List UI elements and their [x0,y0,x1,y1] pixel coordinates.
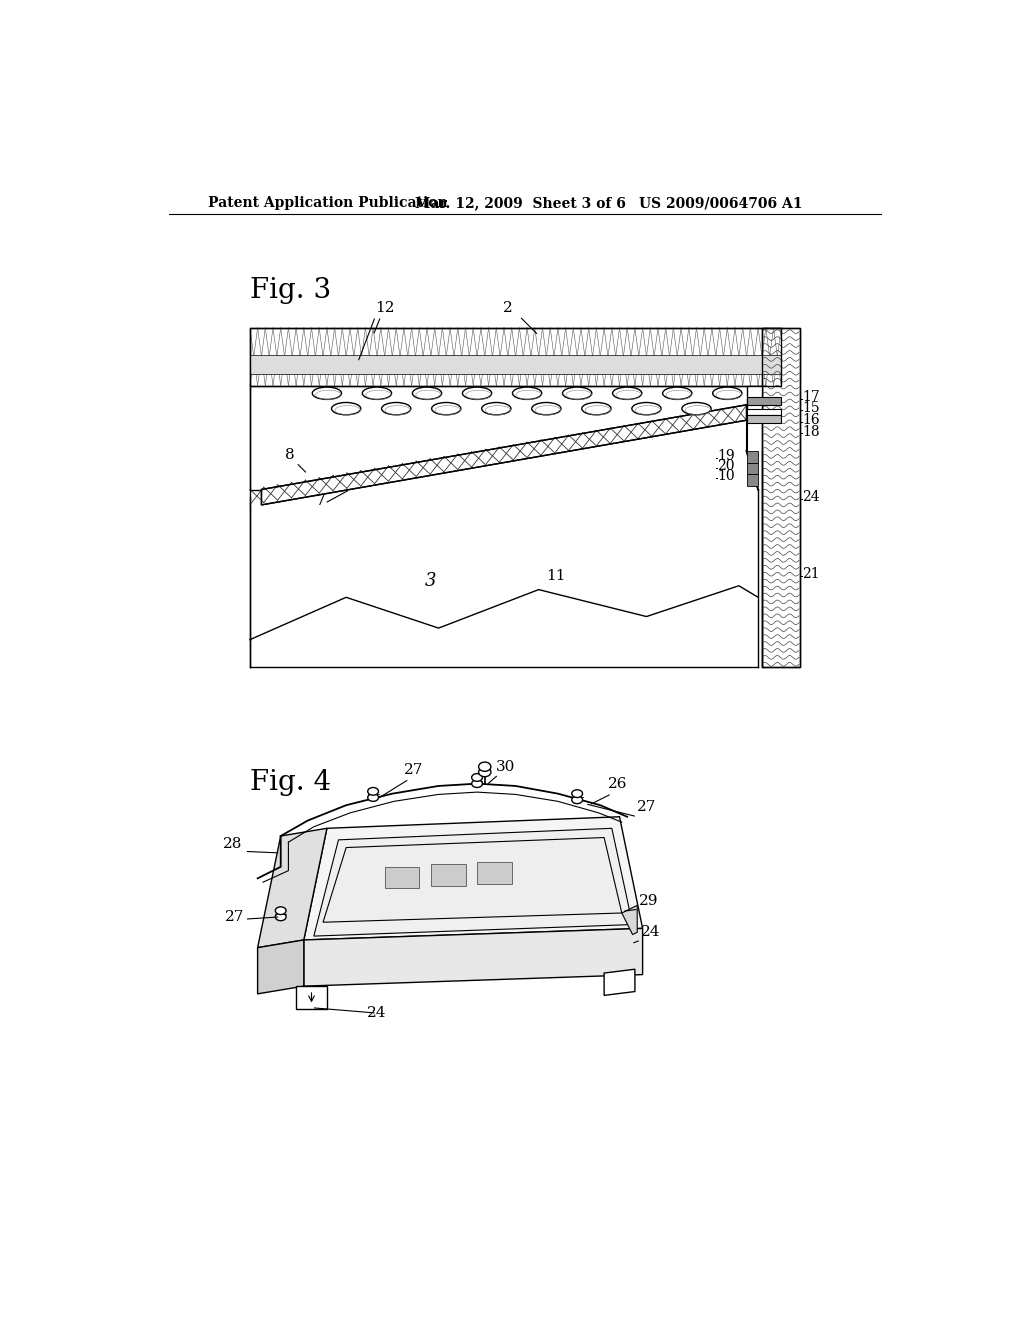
Bar [762,327,801,667]
Bar [746,409,781,414]
Text: 19: 19 [717,449,735,463]
Ellipse shape [481,403,511,414]
Polygon shape [258,829,327,948]
Bar [746,397,781,405]
Ellipse shape [562,387,592,400]
Text: 21: 21 [802,568,819,581]
Text: Fig. 3: Fig. 3 [250,277,331,305]
Text: 10: 10 [717,470,735,483]
Ellipse shape [531,403,561,414]
Text: 12: 12 [375,301,394,315]
Ellipse shape [582,403,611,414]
Text: 16: 16 [802,413,819,428]
Ellipse shape [663,387,692,400]
Polygon shape [622,906,637,935]
Ellipse shape [275,907,286,915]
Ellipse shape [463,387,492,400]
Bar [746,414,781,422]
Ellipse shape [571,789,583,797]
Text: 15: 15 [802,401,819,416]
Text: 24: 24 [641,925,660,939]
Text: US 2009/0064706 A1: US 2009/0064706 A1 [639,197,802,210]
Bar [385,867,419,888]
Text: 28: 28 [223,837,243,850]
Text: Mar. 12, 2009  Sheet 3 of 6: Mar. 12, 2009 Sheet 3 of 6 [416,197,627,210]
Ellipse shape [612,387,642,400]
Text: 18: 18 [802,425,819,438]
Text: 11: 11 [547,569,566,583]
Polygon shape [604,969,635,995]
Ellipse shape [478,767,490,776]
Text: 27: 27 [225,909,245,924]
Polygon shape [323,838,622,923]
Ellipse shape [362,387,391,400]
Bar [746,451,758,462]
Text: 24: 24 [802,490,819,504]
Text: 30: 30 [497,759,516,774]
Ellipse shape [472,780,482,788]
Text: 20: 20 [717,459,735,474]
Text: Fig. 4: Fig. 4 [250,768,331,796]
Bar [746,385,762,412]
Bar [746,474,758,486]
Ellipse shape [413,387,441,400]
Polygon shape [261,405,746,506]
Bar [250,355,781,374]
Ellipse shape [432,403,461,414]
Ellipse shape [713,387,742,400]
Bar [250,327,781,385]
Text: 27: 27 [637,800,656,814]
Polygon shape [258,940,304,994]
Polygon shape [304,817,643,940]
Text: 7: 7 [315,494,325,508]
Bar [762,327,801,667]
Text: 26: 26 [608,777,628,791]
Polygon shape [296,986,327,1010]
Text: 17: 17 [802,389,820,404]
Ellipse shape [571,796,583,804]
Ellipse shape [332,403,360,414]
Ellipse shape [312,387,342,400]
Text: 29: 29 [639,895,658,908]
Polygon shape [304,928,643,986]
Ellipse shape [682,403,711,414]
Text: 27: 27 [403,763,423,777]
Text: Patent Application Publication: Patent Application Publication [208,197,447,210]
Bar [431,865,466,886]
Text: 8: 8 [285,447,294,462]
Bar [746,462,758,474]
Ellipse shape [472,774,482,781]
Bar [250,327,781,385]
Ellipse shape [632,403,662,414]
Ellipse shape [275,913,286,921]
Polygon shape [313,829,633,936]
Ellipse shape [368,793,379,801]
Text: 2: 2 [503,301,513,315]
Ellipse shape [512,387,542,400]
Text: 24: 24 [368,1006,387,1020]
Ellipse shape [368,788,379,795]
Ellipse shape [382,403,411,414]
Ellipse shape [478,762,490,771]
Bar [477,862,512,884]
Text: 3: 3 [425,572,436,590]
